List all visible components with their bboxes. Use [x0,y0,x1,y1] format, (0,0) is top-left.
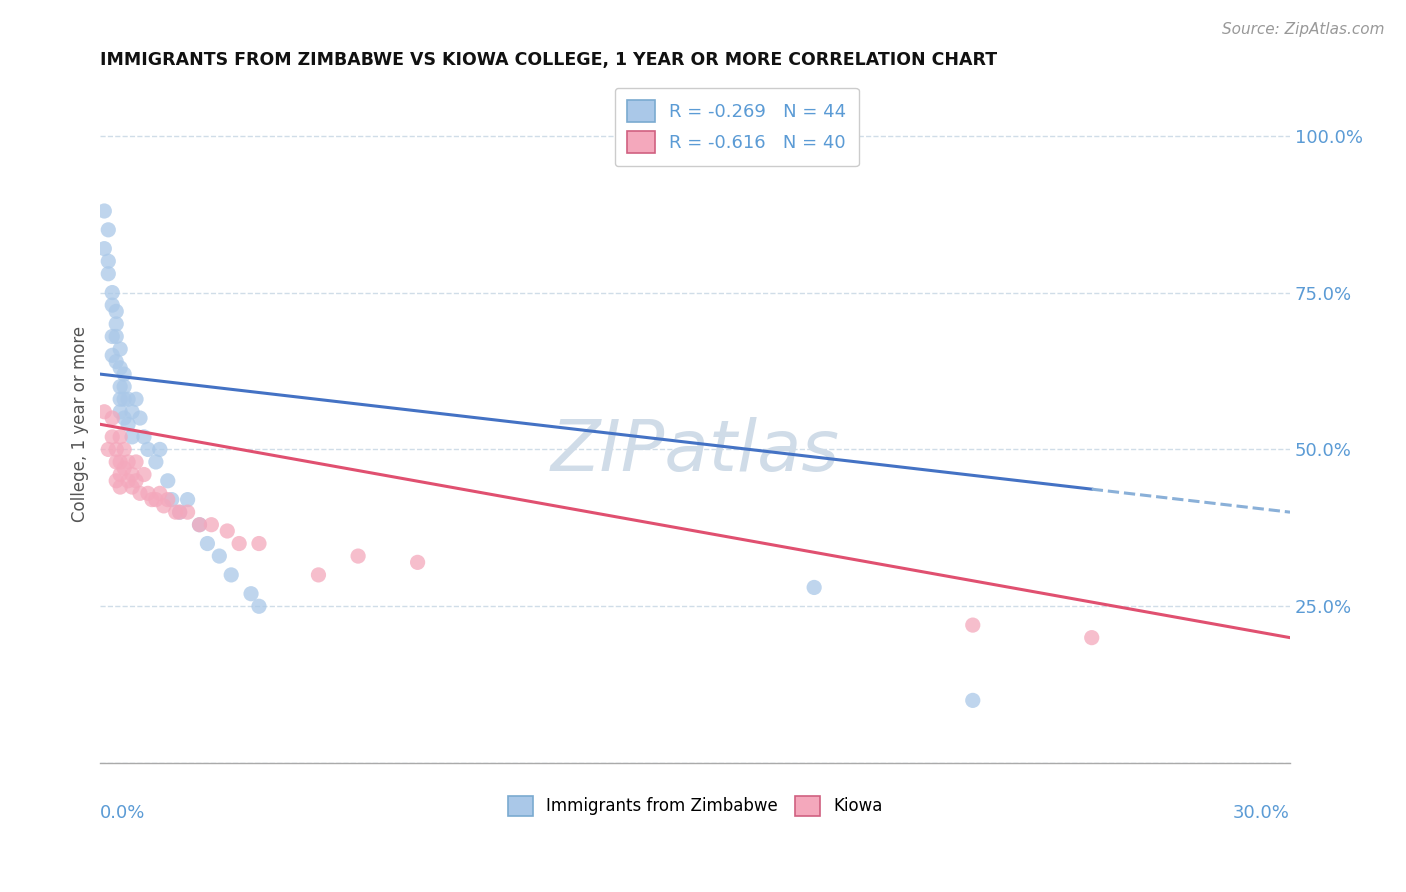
Point [117,417,139,432]
Point [347,549,370,563]
Point [149,486,172,500]
Point [108,392,131,407]
Point [101,298,124,312]
Point [247,599,270,614]
Point [307,568,329,582]
Point [149,442,172,457]
Point [188,517,211,532]
Point [108,430,131,444]
Point [112,379,135,393]
Point [117,455,139,469]
Point [105,474,128,488]
Point [121,467,143,482]
Point [112,461,135,475]
Point [101,430,124,444]
Point [136,442,159,457]
Text: 30.0%: 30.0% [1233,804,1291,822]
Point [165,505,187,519]
Point [219,568,242,582]
Point [156,492,179,507]
Point [125,392,148,407]
Point [208,549,231,563]
Point [117,392,139,407]
Point [153,499,176,513]
Point [108,455,131,469]
Text: 0.0%: 0.0% [100,804,146,822]
Point [105,455,128,469]
Point [132,467,155,482]
Point [188,517,211,532]
Point [160,492,183,507]
Point [121,405,143,419]
Text: Source: ZipAtlas.com: Source: ZipAtlas.com [1222,22,1385,37]
Point [176,492,198,507]
Point [247,536,270,550]
Point [112,367,135,381]
Point [156,474,179,488]
Point [93,242,115,256]
Point [97,254,120,268]
Point [101,329,124,343]
Point [97,267,120,281]
Point [240,587,263,601]
Point [112,442,135,457]
Point [97,442,120,457]
Point [101,348,124,362]
Point [97,223,120,237]
Point [132,430,155,444]
Point [105,354,128,368]
Point [108,405,131,419]
Point [406,555,429,569]
Point [112,392,135,407]
Point [176,505,198,519]
Point [200,517,222,532]
Point [93,405,115,419]
Point [105,317,128,331]
Point [145,492,167,507]
Point [105,329,128,343]
Point [136,486,159,500]
Legend: Immigrants from Zimbabwe, Kiowa: Immigrants from Zimbabwe, Kiowa [502,789,889,822]
Point [105,304,128,318]
Point [108,360,131,375]
Point [962,618,984,632]
Point [117,474,139,488]
Point [125,455,148,469]
Point [93,204,115,219]
Point [145,455,167,469]
Text: IMMIGRANTS FROM ZIMBABWE VS KIOWA COLLEGE, 1 YEAR OR MORE CORRELATION CHART: IMMIGRANTS FROM ZIMBABWE VS KIOWA COLLEG… [100,51,997,69]
Point [228,536,250,550]
Point [108,480,131,494]
Point [217,524,239,538]
Point [101,411,124,425]
Point [129,411,152,425]
Point [112,411,135,425]
Point [129,486,152,500]
Point [105,442,128,457]
Point [169,505,191,519]
Point [108,379,131,393]
Point [141,492,163,507]
Point [108,342,131,356]
Point [121,430,143,444]
Point [101,285,124,300]
Y-axis label: College, 1 year or more: College, 1 year or more [72,326,89,523]
Point [197,536,219,550]
Text: ZIPatlas: ZIPatlas [551,417,839,486]
Point [1080,631,1102,645]
Point [803,581,825,595]
Point [169,505,191,519]
Point [121,480,143,494]
Point [108,467,131,482]
Point [125,474,148,488]
Point [962,693,984,707]
